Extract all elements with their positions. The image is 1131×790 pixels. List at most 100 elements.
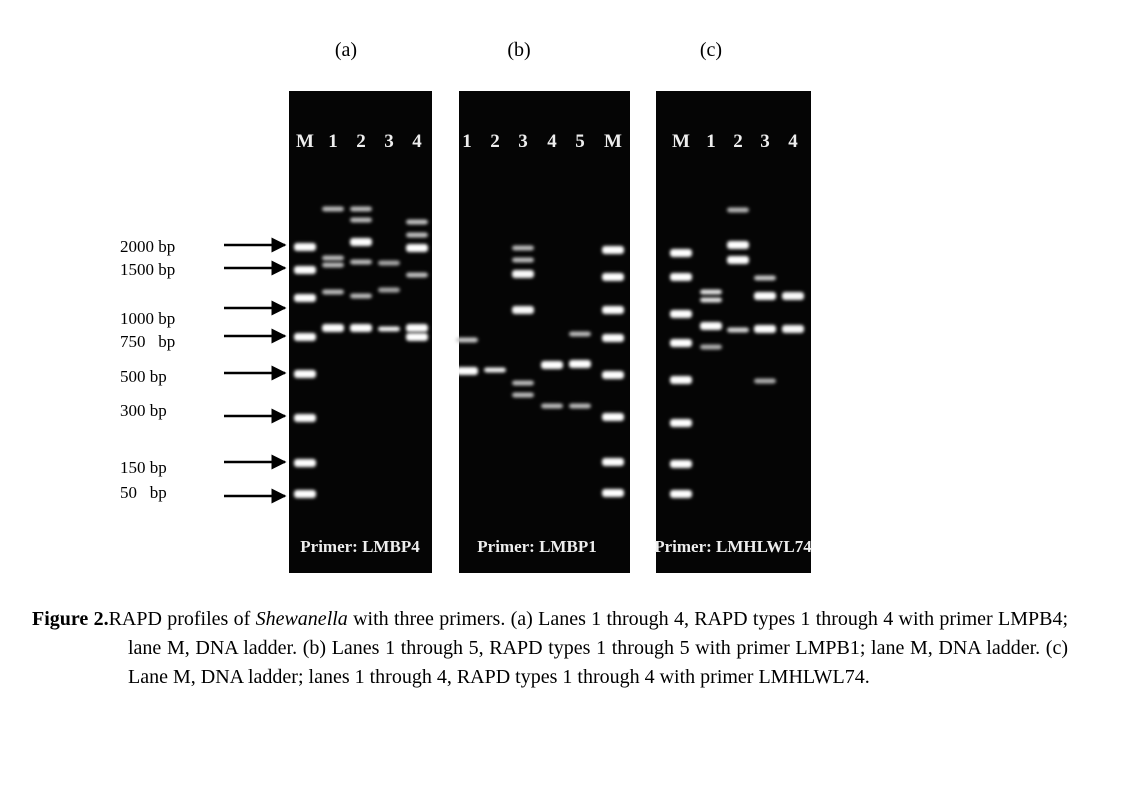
gel-band xyxy=(602,246,624,254)
gel-band xyxy=(754,275,776,281)
size-marker: 1500 bp xyxy=(120,260,175,279)
size-marker: 750 bp xyxy=(120,332,175,351)
gel-band xyxy=(378,260,400,266)
lane-label: 4 xyxy=(788,131,798,152)
gel-band xyxy=(406,244,428,252)
gel-band xyxy=(294,243,316,251)
gel-band xyxy=(700,297,722,303)
gel-band xyxy=(484,367,506,373)
gel-band xyxy=(406,324,428,332)
gel-band xyxy=(322,262,344,268)
gel-band xyxy=(350,324,372,332)
figure-caption: Figure 2.RAPD profiles of Shewanella wit… xyxy=(32,605,1068,692)
lane-label: M xyxy=(296,131,314,152)
gel-band xyxy=(602,334,624,342)
primer-label: Primer: LMBP4 xyxy=(300,537,420,556)
gel-band xyxy=(727,207,749,213)
gel-band xyxy=(602,273,624,281)
lane-label: 1 xyxy=(328,131,338,152)
size-marker: 2000 bp xyxy=(120,237,175,256)
gel-band xyxy=(294,333,316,341)
gel-band xyxy=(294,370,316,378)
caption-genus: Shewanella xyxy=(255,608,348,630)
panel-label: (b) xyxy=(507,39,530,61)
gel-band xyxy=(754,378,776,384)
gel-band xyxy=(350,259,372,265)
gel-band xyxy=(569,331,591,337)
gel-band xyxy=(602,489,624,497)
size-marker: 50 bp xyxy=(120,483,167,502)
gel-band xyxy=(670,249,692,257)
gel-band xyxy=(541,403,563,409)
gel-band xyxy=(512,245,534,251)
caption-text: with three primers. (a) Lanes 1 through … xyxy=(128,608,1068,688)
gel-band xyxy=(602,371,624,379)
lane-label: 1 xyxy=(462,131,472,152)
lane-label: 2 xyxy=(733,131,743,152)
lane-label: M xyxy=(672,131,690,152)
gel-band xyxy=(294,490,316,498)
gel-band xyxy=(294,459,316,467)
gel-image xyxy=(459,91,630,573)
lane-label: 1 xyxy=(706,131,716,152)
gel-band xyxy=(782,292,804,300)
size-marker: 300 bp xyxy=(120,401,167,420)
lane-label: 3 xyxy=(518,131,528,152)
gel-band xyxy=(322,255,344,261)
lane-label: 4 xyxy=(412,131,422,152)
gel-band xyxy=(727,241,749,249)
lane-label: 2 xyxy=(356,131,366,152)
gel-band xyxy=(602,458,624,466)
gel-band xyxy=(512,306,534,314)
gel-band xyxy=(670,490,692,498)
gel-band xyxy=(294,414,316,422)
gel-band xyxy=(512,257,534,263)
gel-band xyxy=(754,325,776,333)
lane-label: 4 xyxy=(547,131,557,152)
gel-band xyxy=(541,361,563,369)
gel-band xyxy=(727,327,749,333)
gel-band xyxy=(782,325,804,333)
gel-band xyxy=(700,289,722,295)
gel-band xyxy=(350,293,372,299)
lane-label: 3 xyxy=(760,131,770,152)
gel-band xyxy=(350,206,372,212)
gel-band xyxy=(602,306,624,314)
size-marker: 1000 bp xyxy=(120,309,175,328)
size-marker: 500 bp xyxy=(120,367,167,386)
gel-band xyxy=(294,294,316,302)
gel-band xyxy=(602,413,624,421)
gel-band xyxy=(670,273,692,281)
gel-band xyxy=(406,272,428,278)
gel-band xyxy=(670,419,692,427)
gel-band xyxy=(512,380,534,386)
gel-band xyxy=(322,324,344,332)
gel-band xyxy=(754,292,776,300)
gel-band xyxy=(406,232,428,238)
gel-band xyxy=(350,238,372,246)
gel-band xyxy=(700,344,722,350)
gel-band xyxy=(294,266,316,274)
gel-band xyxy=(456,367,478,375)
gel-band xyxy=(670,460,692,468)
gel-band xyxy=(406,219,428,225)
gel-band xyxy=(512,392,534,398)
primer-label: Primer: LMHLWL74 xyxy=(654,537,812,556)
caption-lead: RAPD profiles of xyxy=(108,608,256,630)
gel-band xyxy=(378,287,400,293)
lane-label: 5 xyxy=(575,131,585,152)
size-marker: 150 bp xyxy=(120,458,167,477)
lane-label: M xyxy=(604,131,622,152)
gel-band xyxy=(670,376,692,384)
gel-band xyxy=(700,322,722,330)
panel-label: (a) xyxy=(335,39,357,61)
gel-band xyxy=(670,310,692,318)
gel-band xyxy=(406,333,428,341)
gel-band xyxy=(322,206,344,212)
gel-band xyxy=(727,256,749,264)
gel-band xyxy=(569,360,591,368)
gel-band xyxy=(569,403,591,409)
gel-band xyxy=(378,326,400,332)
